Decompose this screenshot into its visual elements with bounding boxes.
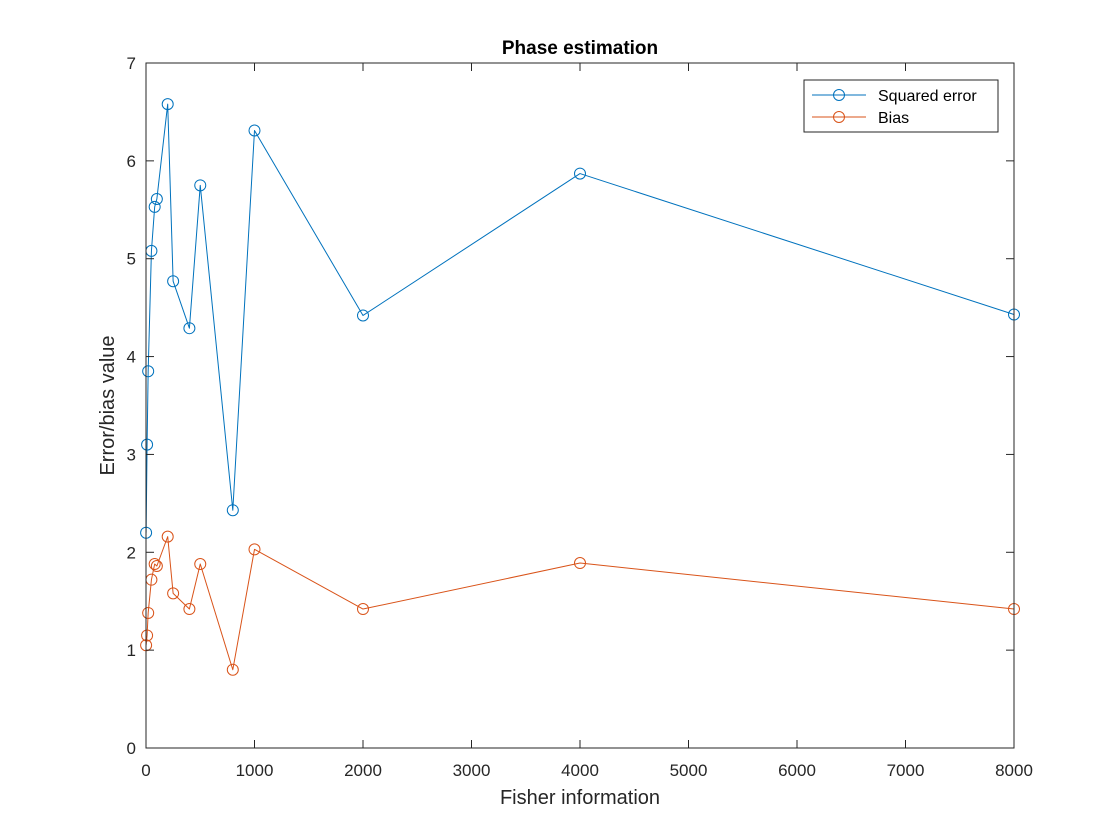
data-point-bias: [226, 663, 239, 676]
x-tick-label: 2000: [344, 761, 382, 780]
x-tick-label: 0: [141, 761, 150, 780]
legend-marker-squared-error: [833, 89, 845, 101]
legend: Squared error Bias: [803, 79, 999, 133]
chart-title: Phase estimation: [502, 38, 658, 59]
y-tick-label: 5: [127, 250, 136, 269]
x-tick-label: 7000: [887, 761, 925, 780]
data-point-bias: [148, 558, 161, 571]
data-point-squared-error: [161, 98, 174, 111]
data-point-bias: [150, 559, 163, 572]
legend-label-bias: Bias: [878, 110, 909, 127]
y-tick-label: 6: [127, 152, 136, 171]
y-axis-label: Error/bias value: [97, 335, 119, 475]
data-point-bias: [183, 603, 196, 616]
x-tick-label: 3000: [453, 761, 491, 780]
x-tick-label: 5000: [670, 761, 708, 780]
y-tick-label: 4: [127, 348, 136, 367]
x-tick-label: 6000: [778, 761, 816, 780]
data-point-squared-error: [194, 179, 207, 192]
data-point-squared-error: [148, 200, 161, 213]
data-point-squared-error: [357, 309, 369, 322]
data-point-bias: [357, 603, 369, 616]
x-tick-label: 8000: [995, 761, 1033, 780]
data-point-squared-error: [248, 124, 261, 137]
y-tick-label: 1: [127, 641, 136, 660]
data-point-squared-error: [167, 275, 180, 288]
legend-box: [803, 79, 999, 133]
data-point-squared-error: [142, 365, 155, 378]
series-layer: [140, 98, 1020, 676]
y-tick-label: 0: [127, 739, 136, 758]
data-point-squared-error: [183, 322, 196, 335]
data-point-bias: [167, 587, 180, 600]
data-point-bias: [574, 557, 586, 570]
y-tick-label: 7: [127, 54, 136, 73]
data-point-bias: [142, 606, 155, 619]
data-point-squared-error: [141, 438, 154, 451]
axes-layer: 0 1000 2000 3000 4000 5000 6000 7000 8000 0 1 2 3 4 5 6…: [127, 54, 1033, 780]
data-point-squared-error: [574, 167, 586, 180]
x-axis-label: Fisher information: [500, 787, 660, 809]
data-point-squared-error: [150, 193, 163, 206]
legend-label-squared-error: Squared error: [878, 88, 977, 105]
plot-area: [146, 63, 1014, 748]
series-line-squared-error: [145, 103, 1015, 533]
data-point-bias: [141, 629, 154, 642]
legend-marker-bias: [833, 111, 845, 123]
x-tick-label: 4000: [561, 761, 599, 780]
data-point-bias: [248, 543, 261, 556]
data-point-bias: [161, 530, 174, 543]
data-point-bias: [194, 558, 207, 571]
y-tick-label: 3: [127, 445, 136, 464]
y-tick-label: 2: [127, 543, 136, 562]
x-tick-label: 1000: [236, 761, 274, 780]
series-line-bias: [145, 536, 1015, 671]
data-point-squared-error: [226, 504, 239, 517]
